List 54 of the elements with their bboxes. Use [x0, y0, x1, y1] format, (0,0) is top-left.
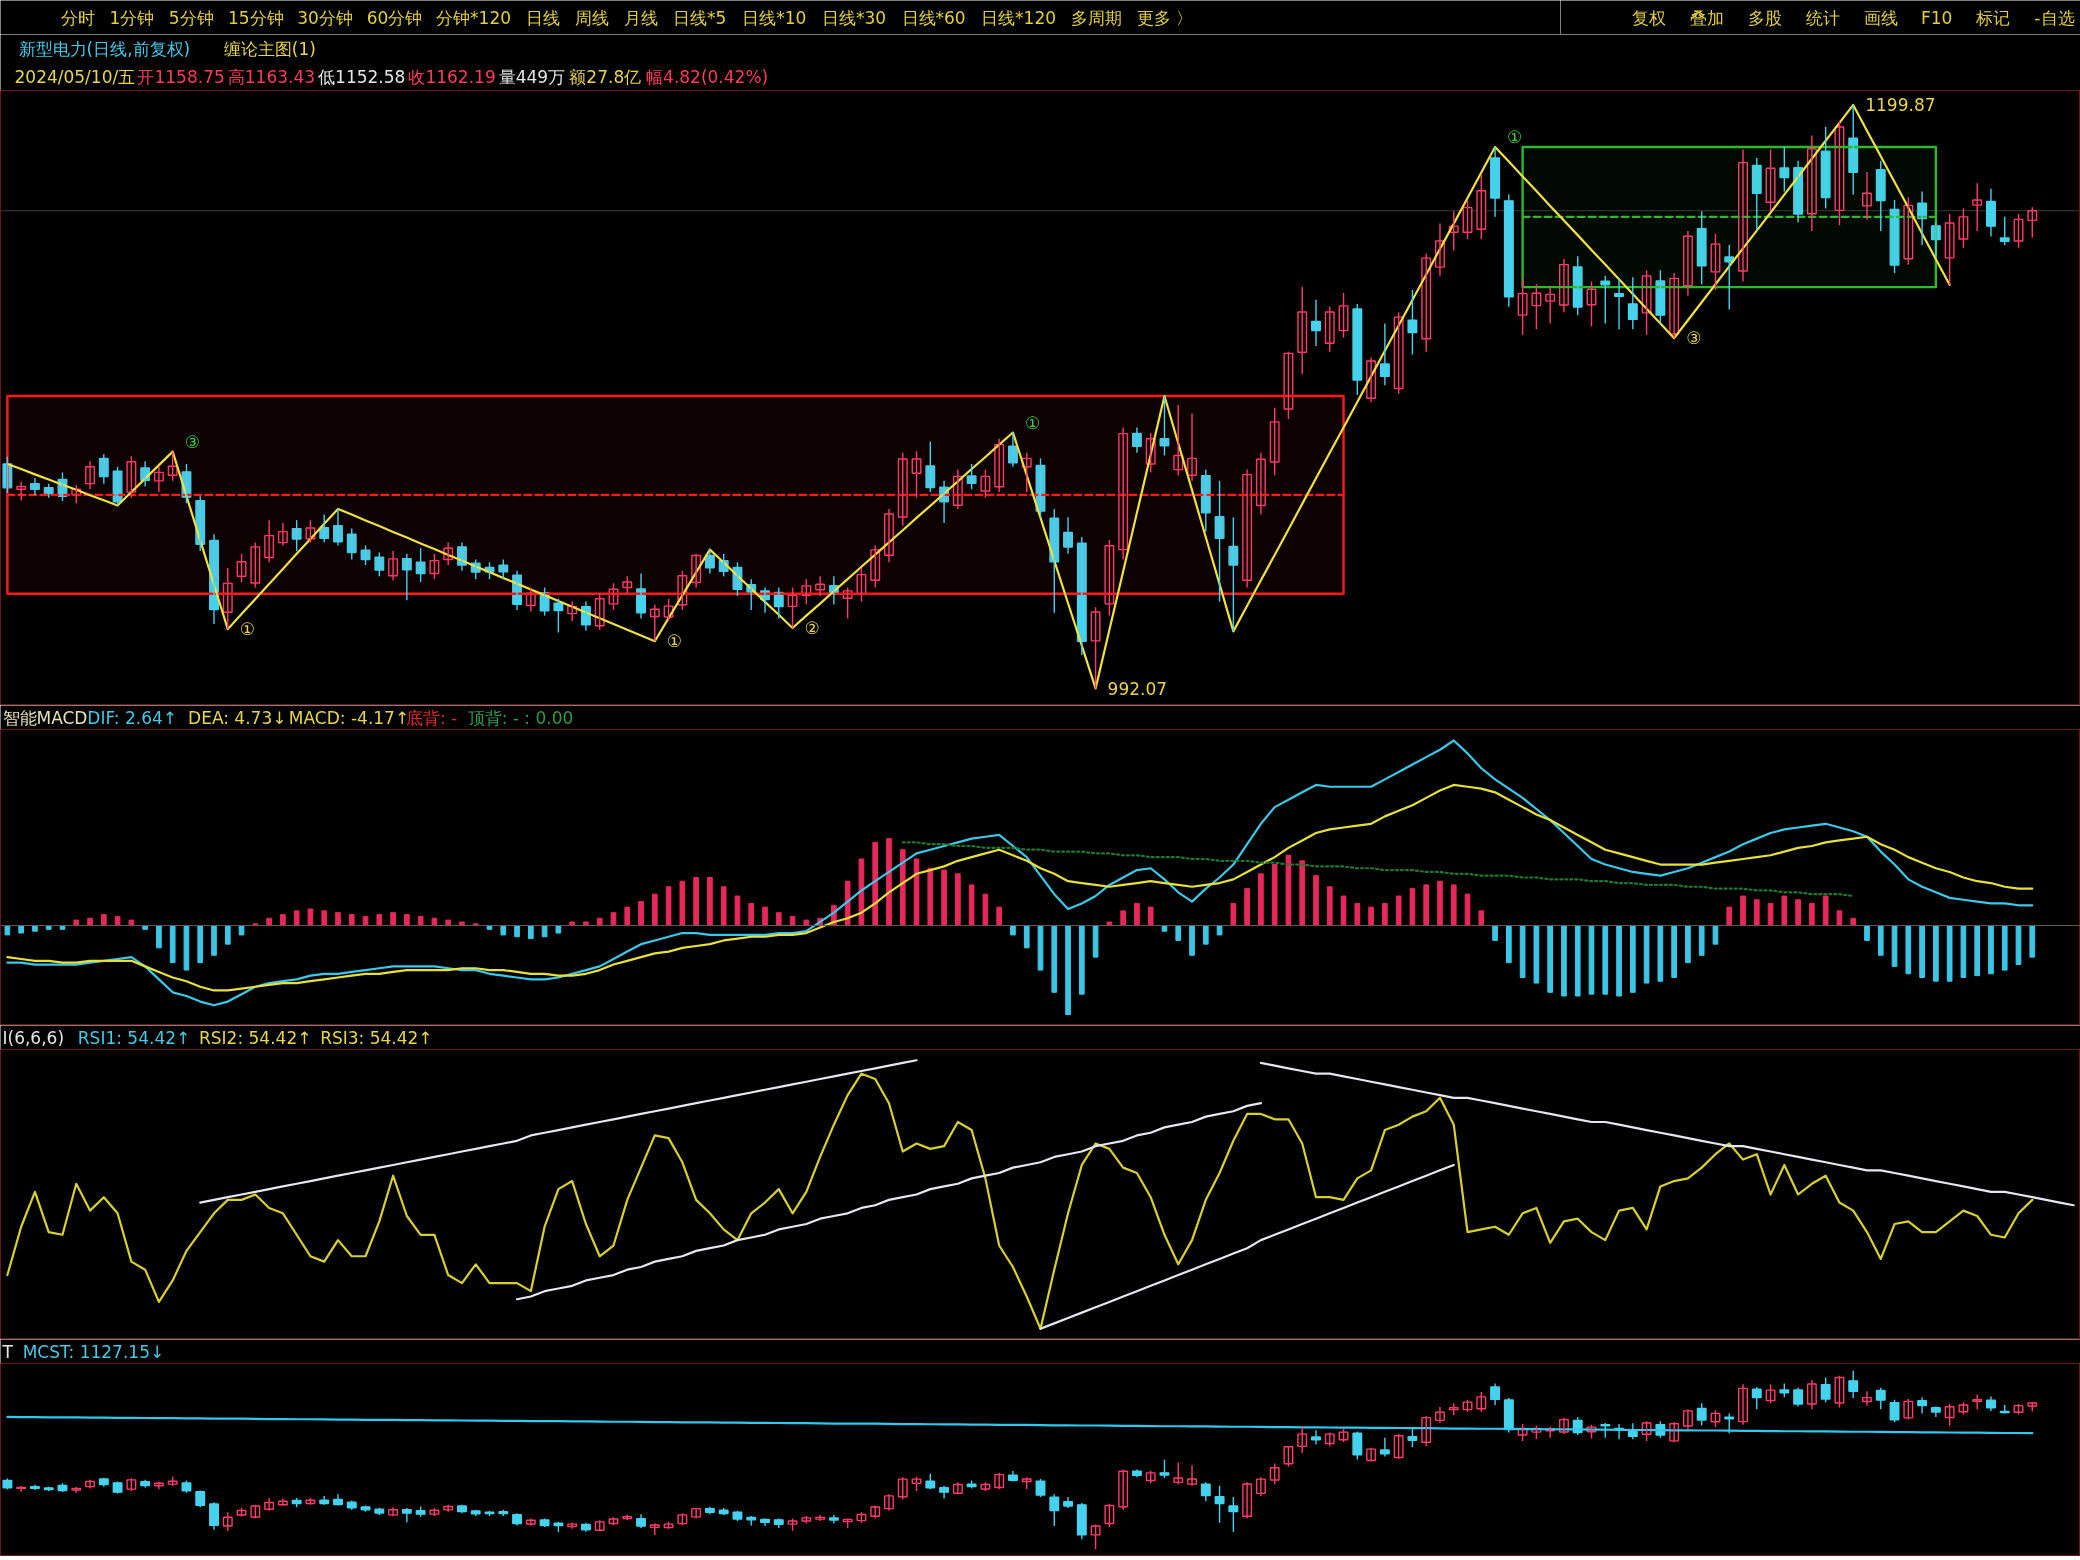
- text: 开1158.75: [137, 66, 225, 87]
- text: 收1162.19: [408, 66, 496, 87]
- text: 多周期: [1070, 7, 1122, 28]
- text: 日线*60: [901, 7, 966, 28]
- text: 分时: [60, 7, 95, 28]
- text: 日线*30: [821, 7, 887, 28]
- text: DIF: 2.64↑: [87, 707, 178, 728]
- text: 30分钟: [297, 7, 353, 28]
- data-label: 992.07: [1107, 678, 1168, 699]
- text: 15分钟: [227, 7, 284, 28]
- text: 2024/05/10/五: [14, 66, 136, 87]
- data-label: ①: [666, 631, 683, 652]
- text: 更多 〉: [1136, 7, 1194, 28]
- text: MCST: 1127.15↓: [22, 1341, 165, 1362]
- text: 高1163.43: [227, 66, 316, 87]
- text: 统计: [1805, 7, 1840, 28]
- text: DEA: 4.73↓: [188, 707, 287, 728]
- text: 分钟*120: [436, 7, 512, 28]
- text: 画线: [1863, 7, 1898, 28]
- data-label: ①: [1507, 126, 1523, 147]
- text: RSI1: 54.42↑: [77, 1027, 191, 1048]
- text: 量449万: [498, 66, 566, 87]
- chart-title: I(6,6,6): [2, 1027, 65, 1048]
- text: 60分钟: [366, 7, 423, 28]
- chart-subtitle: 缠论主图(1): [223, 38, 316, 59]
- chart-title: T: [1, 1341, 14, 1362]
- data-label: ③: [1686, 328, 1702, 349]
- text: -自选: [2034, 7, 2075, 28]
- data-label: ②: [804, 617, 820, 638]
- text: 日线: [525, 7, 560, 28]
- text: F10: [1920, 7, 1953, 28]
- text: 日线*10: [742, 7, 807, 28]
- data-label: ③: [184, 431, 200, 452]
- text: 幅4.82(0.42%): [646, 66, 769, 87]
- text: RSI3: 54.42↑: [320, 1027, 433, 1048]
- text: RSI2: 54.42↑: [198, 1027, 312, 1048]
- text: 叠加: [1689, 7, 1724, 28]
- text: 多股: [1747, 7, 1782, 28]
- text: 周线: [574, 7, 609, 28]
- text: 1分钟: [109, 7, 155, 28]
- text: 标记: [1975, 7, 2011, 28]
- chart-title: 新型电力(日线,前复权): [18, 38, 191, 59]
- text: 月线: [623, 7, 658, 28]
- text: 额27.8亿: [569, 66, 642, 87]
- data-label: ①: [239, 619, 256, 640]
- text: 复权: [1631, 7, 1666, 28]
- text: 顶背: - : 0.00: [467, 707, 574, 728]
- text: 日线*120: [981, 7, 1057, 28]
- data-label: ①: [1024, 412, 1041, 433]
- text: 低1152.58: [318, 66, 406, 87]
- text: 5分钟: [168, 7, 214, 28]
- chart-title: 智能MACD: [2, 707, 88, 728]
- text: 日线*5: [672, 7, 727, 28]
- data-label: 1199.87: [1865, 95, 1936, 116]
